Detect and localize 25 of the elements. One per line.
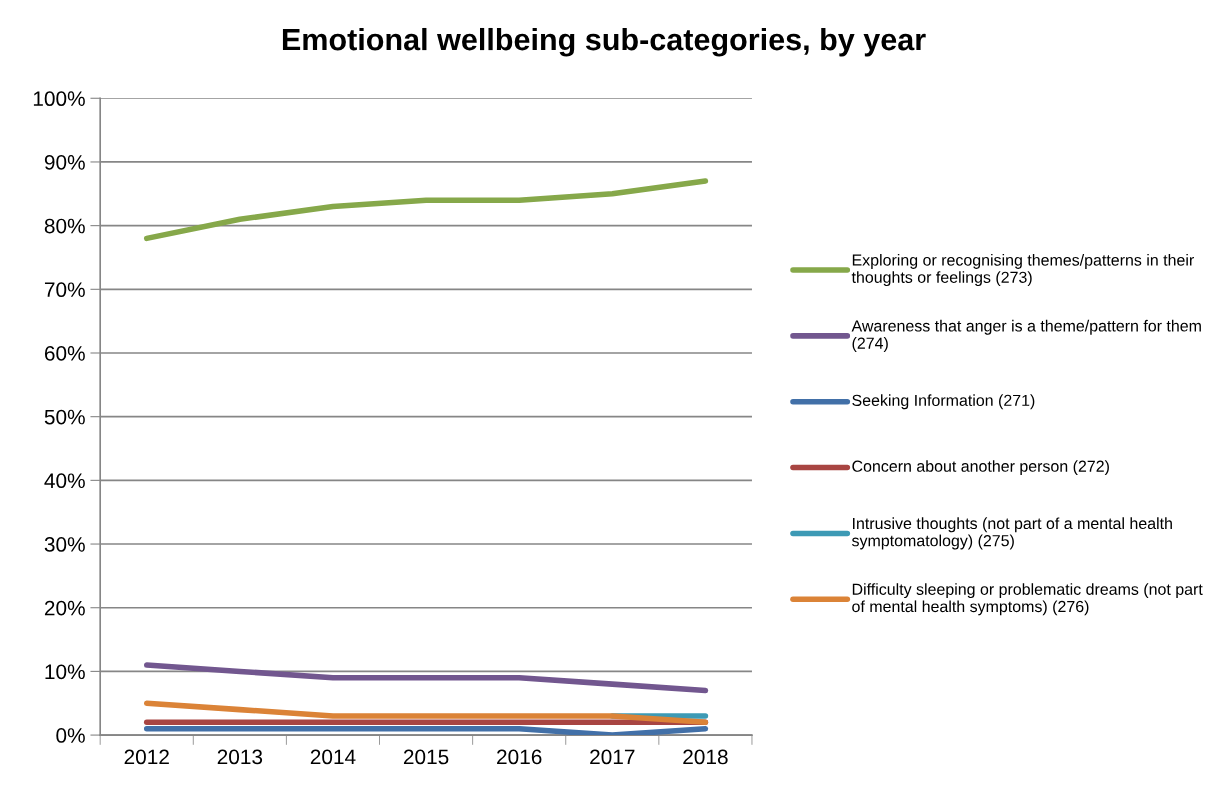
x-tick-label: 2013 (217, 749, 263, 765)
y-tick-label: 80% (44, 218, 85, 234)
x-tick-label: 2016 (497, 749, 542, 765)
y-tick-label: 40% (44, 473, 85, 489)
x-tick-label: 2015 (403, 749, 449, 765)
y-tick-label: 50% (44, 409, 85, 425)
legend-label: Concern about another person (272) (852, 460, 1109, 476)
y-tick-label: 60% (44, 346, 85, 361)
y-tick-label: 10% (45, 664, 85, 680)
legend-label: Awareness that anger is a theme/pattern for them (274) (851, 319, 1201, 352)
legend-label: Exploring or recognising themes/patterns in their thoughts or feelings (273) (851, 254, 1194, 287)
chart-title: Emotional wellbeing sub-categories, by year (282, 27, 926, 57)
legend-label: Seeking Information (271) (852, 394, 1035, 410)
legend-label: Intrusive thoughts (not part of a mental health symptomatology) (275) (851, 517, 1172, 550)
x-tick-label: 2017 (590, 749, 635, 765)
x-tick-label: 2018 (683, 749, 728, 765)
y-tick-label: 100% (33, 91, 85, 107)
y-tick-label: 70% (44, 282, 85, 298)
y-tick-label: 90% (44, 154, 85, 170)
y-tick-label: 20% (44, 600, 85, 616)
legend-label: Difficulty sleeping or problematic dreams (not part of mental health symptoms) (276) (852, 583, 1203, 616)
y-tick-label: 30% (44, 537, 85, 552)
x-tick-label: 2014 (310, 749, 356, 765)
x-tick-label: 2012 (124, 749, 169, 765)
y-tick-label: 0% (56, 728, 85, 743)
